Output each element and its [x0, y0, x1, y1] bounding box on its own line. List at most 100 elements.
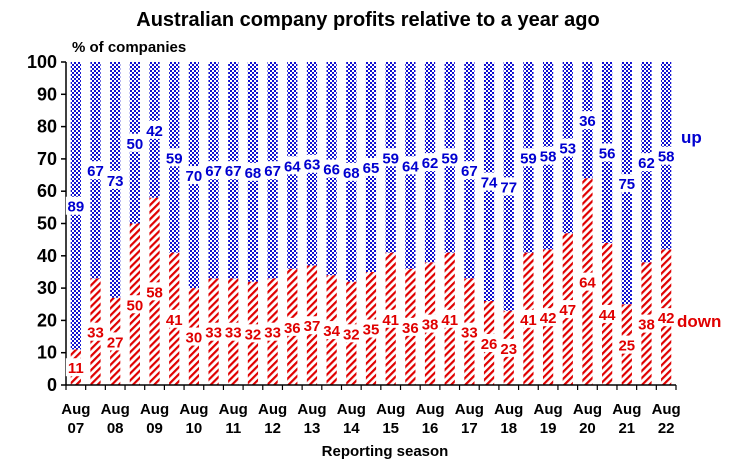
y-tick-label: 30 — [37, 278, 57, 298]
data-label-bg — [538, 146, 559, 165]
data-label-up: 36 — [579, 113, 596, 130]
y-tick-label: 20 — [37, 310, 57, 330]
data-label-up: 67 — [225, 163, 242, 180]
data-label-down: 33 — [87, 325, 104, 342]
x-tick-label-line1: Aug — [219, 401, 248, 418]
data-label-bg — [262, 161, 283, 180]
x-tick-label-line1: Aug — [140, 401, 169, 418]
data-label-bg — [144, 282, 165, 301]
x-tick-label-line2: 11 — [225, 420, 241, 437]
data-label-bg — [459, 161, 480, 180]
data-label-bg — [420, 153, 441, 172]
data-label-bg — [223, 161, 244, 180]
x-tick-label-line1: Aug — [297, 401, 326, 418]
data-label-bg — [459, 322, 480, 341]
y-tick-label: 70 — [37, 149, 57, 169]
data-label-up: 59 — [520, 150, 537, 167]
data-label-bg — [636, 314, 657, 333]
data-label-down: 42 — [540, 310, 557, 327]
data-label-bg — [656, 146, 677, 165]
data-label-bg — [321, 321, 342, 340]
data-label-down: 33 — [264, 325, 281, 342]
data-label-up: 73 — [107, 173, 124, 190]
data-label-bg — [636, 153, 657, 172]
data-label-bg — [518, 148, 539, 167]
x-tick-label-line2: 10 — [186, 420, 203, 437]
data-label-bg — [380, 148, 401, 167]
data-label-up: 74 — [481, 175, 498, 192]
data-label-down: 32 — [343, 326, 360, 343]
data-label-down: 38 — [422, 317, 439, 334]
data-label-down: 34 — [323, 323, 340, 340]
x-tick-label-line2: 13 — [304, 420, 321, 437]
data-label-up: 67 — [264, 163, 281, 180]
data-label-bg — [183, 166, 204, 185]
data-label-bg — [124, 295, 145, 314]
data-label-bg — [164, 309, 185, 328]
data-label-up: 67 — [461, 163, 478, 180]
data-label-bg — [361, 157, 381, 176]
x-tick-label-line2: 09 — [146, 420, 163, 437]
data-label-bg — [616, 174, 637, 193]
data-label-bg — [577, 111, 598, 130]
data-label-down: 41 — [441, 312, 458, 329]
data-label-down: 25 — [618, 338, 635, 355]
x-tick-label-line2: 07 — [67, 420, 84, 437]
data-label-bg — [262, 322, 283, 341]
data-label-bg — [498, 338, 519, 357]
data-label-bg — [242, 162, 263, 181]
data-label-bg — [203, 161, 224, 180]
y-tick-label: 60 — [37, 181, 57, 201]
data-label-up: 63 — [304, 157, 321, 174]
legend: up down — [677, 128, 721, 331]
data-label-bg — [656, 308, 677, 327]
x-tick-label-line2: 16 — [422, 420, 439, 437]
x-tick-label-line1: Aug — [494, 401, 523, 418]
data-label-bg — [105, 170, 126, 189]
data-label-down: 37 — [304, 318, 321, 335]
x-tick-label-line1: Aug — [61, 401, 90, 418]
data-label-down: 47 — [559, 302, 576, 319]
data-label-up: 42 — [146, 123, 163, 140]
data-label-up: 68 — [245, 165, 262, 182]
chart-title: Australian company profits relative to a… — [136, 9, 599, 31]
x-tick-label-line2: 20 — [579, 420, 596, 437]
y-tick-label: 90 — [37, 84, 57, 104]
data-label-bg — [223, 322, 244, 341]
data-label-bg — [105, 332, 126, 351]
data-labels: 8911673373275050425859417030673367336832… — [65, 111, 677, 377]
data-label-bg — [518, 309, 539, 328]
x-tick-label-line1: Aug — [455, 401, 484, 418]
y-axis: 0 10 20 30 40 50 60 70 80 90 100 — [27, 52, 67, 395]
x-tick-label-line1: Aug — [179, 401, 208, 418]
data-label-bg — [557, 138, 578, 157]
data-label-down: 33 — [461, 325, 478, 342]
data-label-bg — [400, 317, 421, 336]
data-label-up: 59 — [166, 150, 183, 167]
data-label-bg — [439, 309, 460, 328]
legend-label-up: up — [681, 128, 702, 147]
data-label-down: 36 — [402, 320, 419, 337]
x-tick-label-line1: Aug — [652, 401, 681, 418]
x-tick-label-line1: Aug — [337, 401, 366, 418]
y-tick-label: 40 — [37, 246, 57, 266]
y-tick-label: 10 — [37, 343, 57, 363]
y-tick-label: 80 — [37, 117, 57, 137]
data-label-bg — [479, 334, 500, 353]
data-label-bg — [400, 156, 421, 175]
data-label-down: 23 — [500, 341, 517, 358]
data-label-bg — [203, 322, 224, 341]
x-tick-label-line1: Aug — [415, 401, 444, 418]
data-label-bg — [144, 120, 165, 139]
x-tick-label-line2: 12 — [264, 420, 281, 437]
data-label-up: 62 — [422, 155, 439, 172]
x-tick-label-line1: Aug — [534, 401, 563, 418]
data-label-down: 33 — [205, 325, 222, 342]
data-label-bg — [124, 133, 145, 152]
data-label-bg — [577, 272, 598, 291]
data-label-down: 41 — [166, 312, 183, 329]
x-axis-label: Reporting season — [322, 443, 449, 460]
data-label-up: 65 — [363, 160, 380, 177]
data-label-down: 35 — [363, 321, 380, 338]
x-tick-label-line2: 08 — [107, 420, 124, 437]
